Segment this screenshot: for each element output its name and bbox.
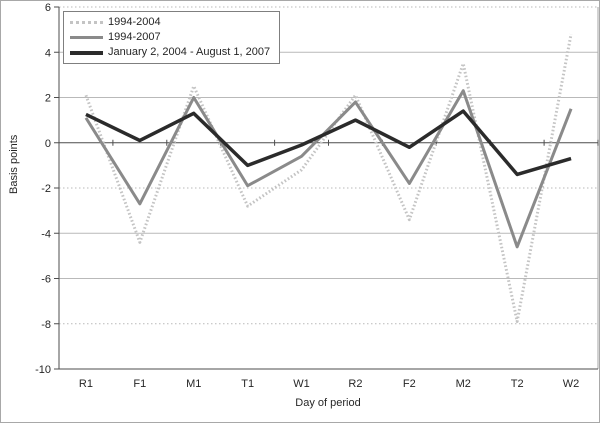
x-axis-title: Day of period: [295, 397, 361, 409]
legend: 1994-2004 1994-2007 January 2, 2004 - Au…: [63, 11, 281, 64]
x-tick-label: M1: [186, 378, 201, 390]
y-tick-label: 4: [45, 47, 51, 59]
y-tick-label: -2: [41, 183, 51, 195]
x-tick-label: W1: [293, 378, 310, 390]
y-tick-label: -4: [41, 228, 51, 240]
y-axis-title: Basis points: [8, 134, 20, 194]
legend-line-swatch-dotted: [70, 21, 103, 24]
x-tick-label: W2: [563, 378, 580, 390]
series-line-1994-2004: [84, 33, 573, 323]
y-tick-label: 0: [45, 138, 51, 150]
legend-item: 1994-2004: [70, 16, 270, 29]
legend-item: 1994-2007: [70, 31, 270, 44]
y-tick-label: -8: [41, 319, 51, 331]
x-tick-label: R1: [79, 378, 93, 390]
legend-item: January 2, 2004 - August 1, 2007: [70, 46, 270, 59]
legend-label: 1994-2007: [108, 31, 161, 43]
x-tick-label: F2: [403, 378, 416, 390]
legend-line-swatch-black: [70, 50, 103, 55]
x-tick-label: F1: [133, 378, 146, 390]
y-tick-label: -10: [35, 364, 51, 376]
x-tick-label: R2: [348, 378, 362, 390]
y-tick-label: 2: [45, 93, 51, 105]
series-line-january-2-2004-august-1-2007: [85, 109, 572, 177]
x-tick-label: T2: [511, 378, 524, 390]
y-tick-label: -6: [41, 274, 51, 286]
y-tick-label: 6: [45, 2, 51, 14]
legend-label: January 2, 2004 - August 1, 2007: [108, 46, 271, 58]
x-tick-label: T1: [241, 378, 254, 390]
x-tick-label: M2: [456, 378, 471, 390]
legend-line-swatch-gray: [70, 36, 103, 39]
legend-label: 1994-2004: [108, 16, 161, 28]
series-line-1994-2007: [84, 89, 573, 249]
